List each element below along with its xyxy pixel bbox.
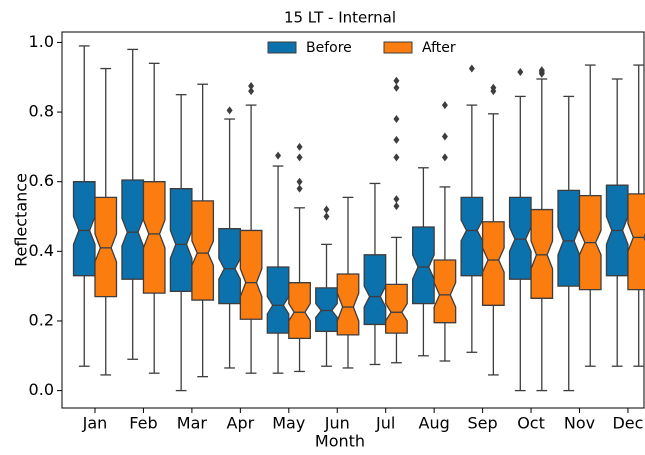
outlier — [323, 212, 330, 221]
outlier — [490, 83, 497, 92]
outlier — [441, 132, 448, 141]
x-tick-label: Dec — [612, 414, 643, 433]
box — [121, 179, 145, 280]
outlier — [393, 135, 400, 144]
x-tick-label: May — [272, 414, 305, 433]
legend-label: Before — [306, 40, 352, 56]
x-tick-label: Feb — [129, 414, 157, 433]
outlier — [393, 83, 400, 92]
y-tick-label: 0.8 — [29, 102, 54, 121]
x-tick-label: Mar — [177, 414, 208, 433]
box — [94, 196, 118, 298]
box — [460, 196, 484, 277]
outlier — [393, 153, 400, 162]
x-tick-label: Nov — [564, 414, 595, 433]
y-axis-label: Reflectance — [12, 173, 31, 267]
box — [508, 196, 532, 280]
box — [218, 228, 241, 305]
box — [433, 259, 457, 324]
x-tick-label: Oct — [517, 414, 545, 433]
box — [315, 287, 338, 333]
x-tick-label: Jun — [324, 414, 350, 433]
outlier — [323, 205, 330, 214]
box — [481, 221, 505, 306]
x-axis-label: Month — [315, 432, 365, 451]
x-tick-label: Jul — [375, 414, 395, 433]
box — [288, 282, 311, 340]
y-tick-label: 0.4 — [29, 241, 54, 260]
x-tick-label: Apr — [227, 414, 255, 433]
y-tick-label: 0.0 — [29, 380, 54, 399]
y-tick-label: 1.0 — [29, 32, 54, 51]
legend-swatch — [267, 41, 297, 54]
outlier — [296, 142, 303, 151]
outlier — [441, 153, 448, 162]
box — [530, 208, 554, 299]
outlier — [393, 115, 400, 124]
outlier — [275, 151, 282, 160]
x-tick-label: Jan — [82, 414, 108, 433]
legend-label: After — [422, 40, 456, 56]
outlier — [441, 101, 448, 110]
outlier — [393, 76, 400, 85]
box — [385, 283, 408, 334]
box — [363, 254, 387, 326]
legend-swatch — [383, 41, 413, 54]
outlier — [296, 184, 303, 193]
outlier — [468, 64, 475, 73]
box — [266, 266, 290, 334]
outlier — [517, 68, 524, 77]
box — [239, 229, 263, 320]
box — [336, 273, 360, 336]
box — [627, 193, 645, 291]
y-tick-label: 0.2 — [29, 310, 54, 329]
box — [191, 200, 215, 301]
box — [557, 189, 581, 287]
box — [72, 181, 96, 277]
outlier — [393, 195, 400, 204]
outlier — [296, 177, 303, 186]
outlier — [248, 87, 255, 96]
box — [142, 181, 166, 294]
outlier — [296, 153, 303, 162]
outlier — [226, 106, 233, 115]
y-tick-label: 0.6 — [29, 171, 54, 190]
box — [412, 226, 435, 305]
x-tick-label: Sep — [468, 414, 498, 433]
outlier — [393, 202, 400, 211]
outlier — [538, 66, 545, 75]
x-tick-label: Aug — [419, 414, 450, 433]
chart-title: 15 LT - Internal — [284, 9, 396, 27]
box — [169, 188, 193, 293]
outlier — [248, 81, 255, 90]
